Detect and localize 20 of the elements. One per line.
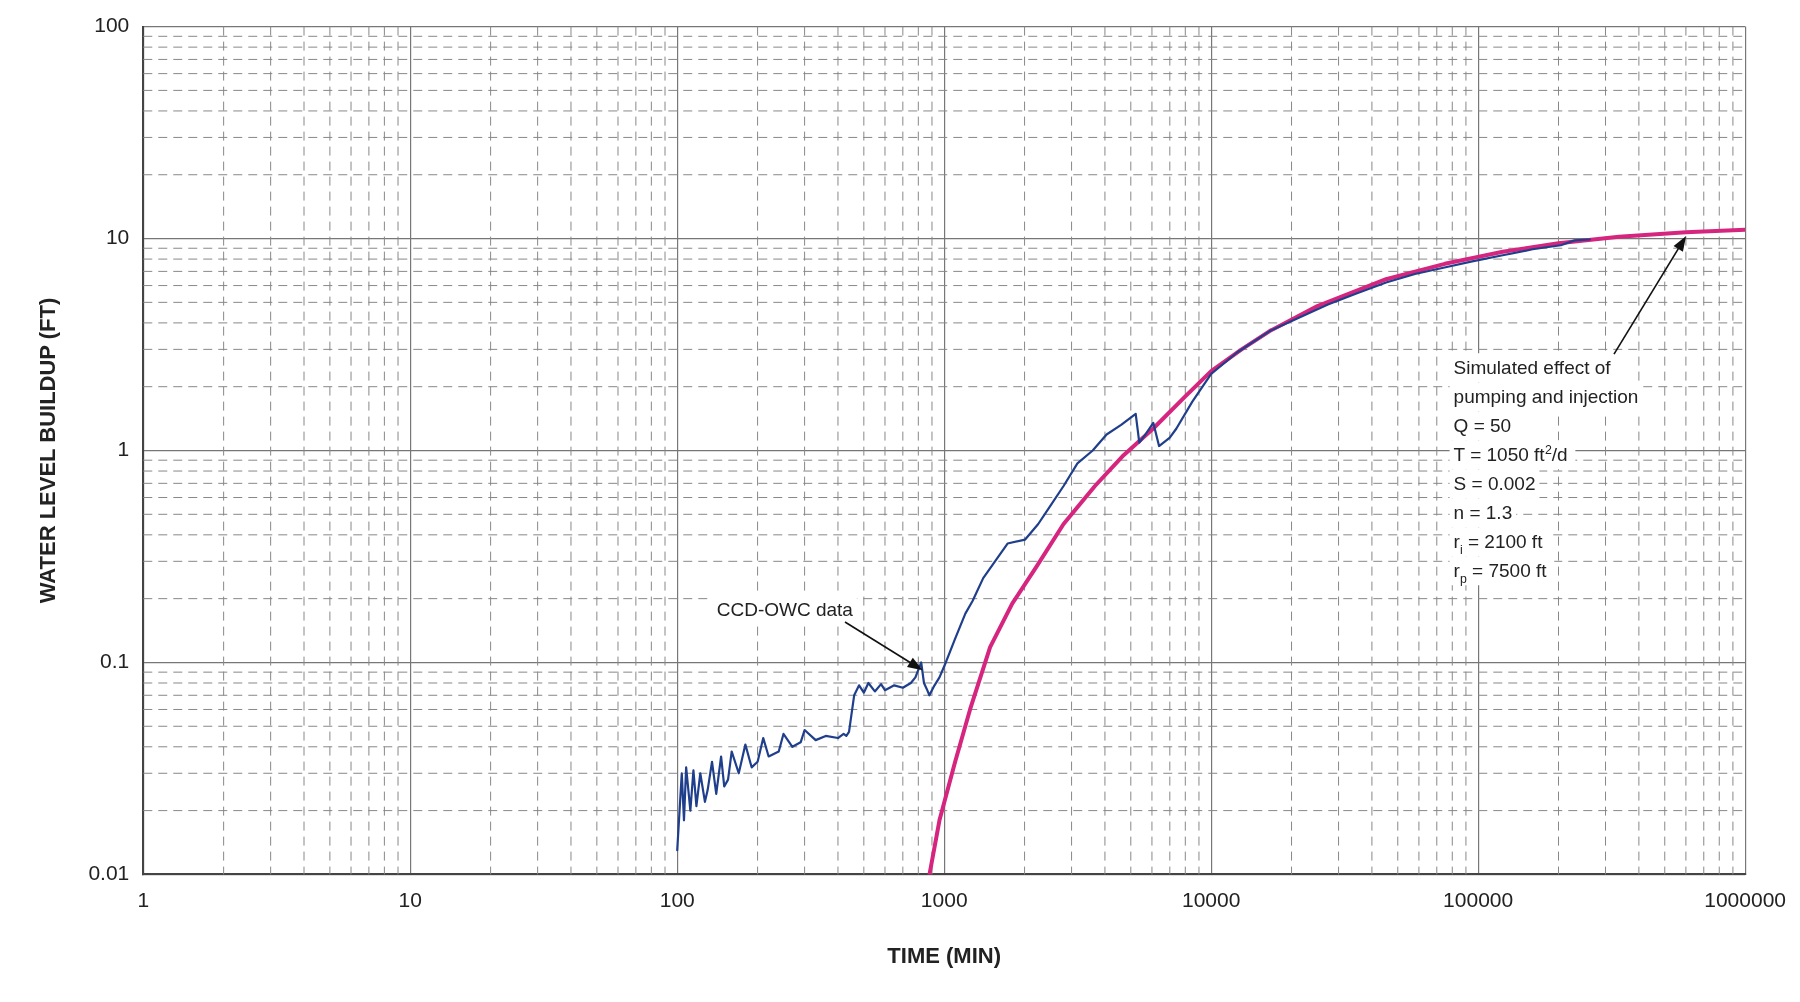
y-tick-label: 10	[105, 225, 130, 249]
y-tick-label: 0.1	[100, 649, 130, 673]
y-tick-label: 1	[117, 437, 130, 461]
annotation: CCD-OWC data	[716, 598, 854, 620]
annotation: Q = 50	[1453, 415, 1512, 437]
annotation: S = 0.002	[1453, 473, 1536, 495]
annotation: pumping and injection	[1453, 386, 1639, 408]
x-tick-label: 100000	[1443, 887, 1514, 911]
x-tick-label: 10	[398, 887, 422, 911]
annotation: Simulated effect of	[1453, 357, 1612, 379]
annotation: n = 1.3	[1453, 502, 1513, 524]
y-tick-label: 100	[94, 13, 130, 37]
x-tick-label: 10000	[1181, 887, 1241, 911]
x-tick-label: 1	[137, 887, 150, 911]
x-axis-title: TIME (MIN)	[887, 942, 1002, 968]
x-tick-label: 1000	[920, 887, 968, 911]
y-axis-title: WATER LEVEL BUILDUP (FT)	[35, 297, 61, 604]
y-tick-label: 0.01	[88, 861, 130, 885]
x-tick-label: 100	[659, 887, 695, 911]
x-tick-label: 1000000	[1704, 887, 1787, 911]
